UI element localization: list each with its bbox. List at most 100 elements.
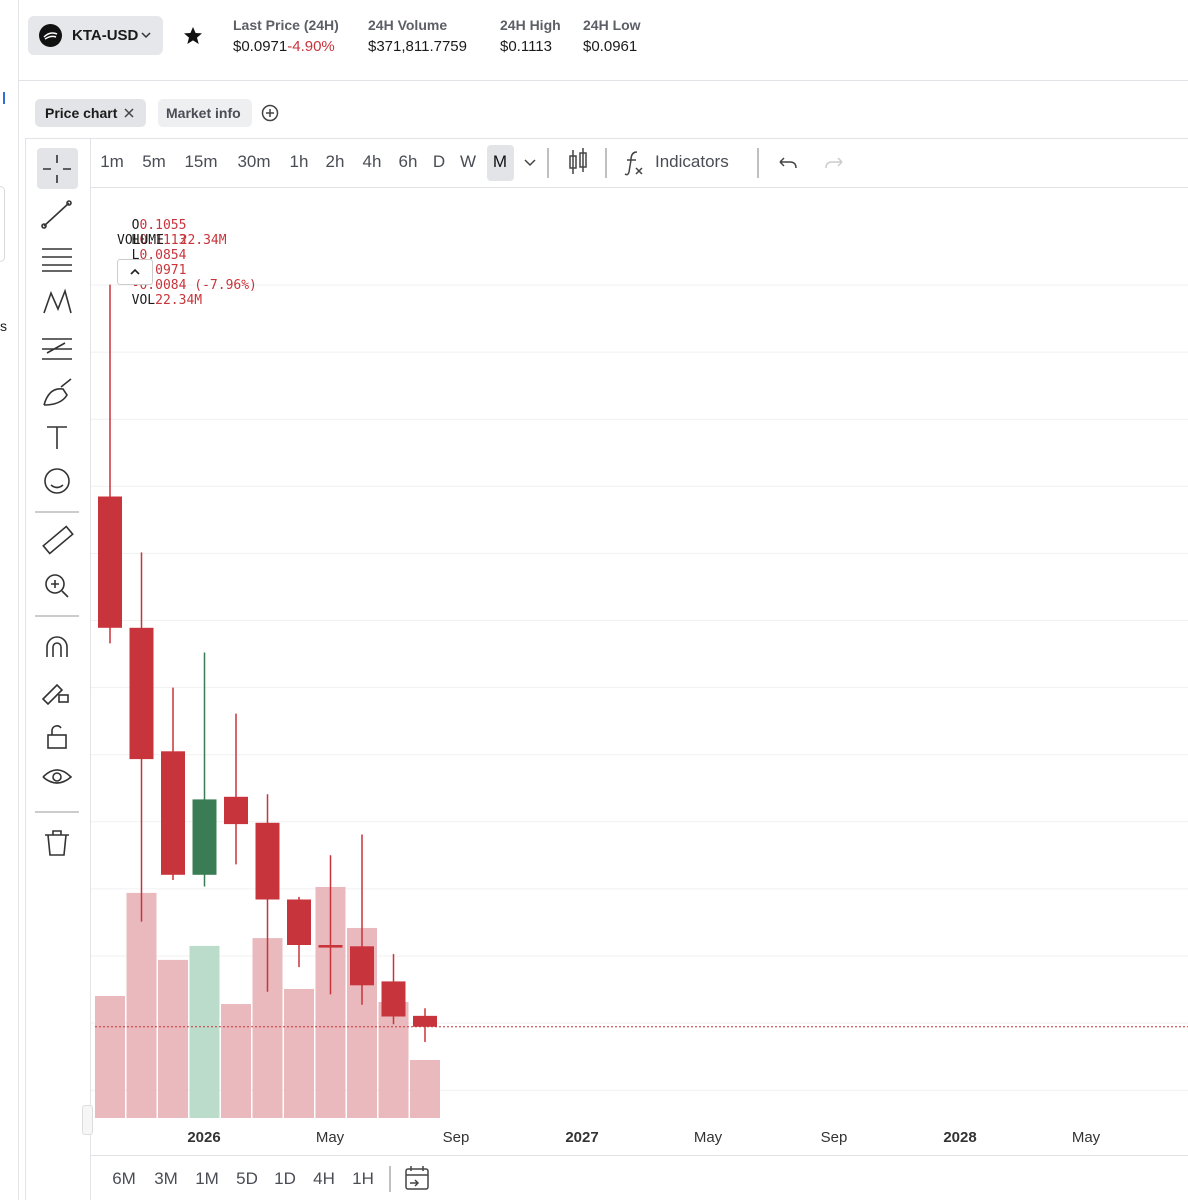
undo[interactable] [779,157,797,169]
lock-draw-tool[interactable] [41,683,64,706]
toolbar-border [90,139,91,1200]
x-tick-label: 2026 [187,1129,220,1146]
zoom-tool[interactable] [45,574,65,594]
candle-body [287,899,311,945]
stat-value-text: $0.0961 [583,38,638,55]
range[interactable]: 6M [112,1169,136,1188]
volume-legend: VOLUME 22.34M [117,233,227,248]
indicators-button[interactable]: Indicators [655,152,729,171]
range[interactable]: 1H [352,1169,374,1188]
pair-selector[interactable]: KTA-USD [28,16,163,55]
pair-name: KTA-USD [72,27,139,44]
line-tool[interactable] [43,202,70,227]
indicators-icon[interactable] [624,151,643,176]
stat-value-text: $371,811.7759 [368,38,467,55]
interval[interactable]: 1h [289,152,309,171]
interval[interactable]: 4h [362,152,382,171]
emoji-smile [50,484,64,489]
stat-label: 24H Low [583,17,641,33]
candle-body [224,796,248,825]
tab[interactable]: Market info [158,99,252,127]
toolbar-separator [35,511,79,813]
volume-label: VOLUME [117,233,164,248]
legend-key: VOL [131,293,156,308]
volume-bar [284,988,314,1118]
interval[interactable]: W [459,152,477,171]
x-tick-label: May [316,1129,345,1146]
stat-value: $371,811.7759 [368,38,467,55]
volume-bar [221,1004,251,1118]
candle-body [129,627,154,760]
add-tab[interactable] [261,104,279,122]
pair-logo [39,24,62,47]
volume-bar [95,995,125,1118]
zoom-tool-detail [51,580,69,598]
favorite-star[interactable] [183,26,203,46]
logo-mark [43,32,58,40]
candle-body [318,945,343,948]
crosshair-tool[interactable] [43,155,71,183]
magnet-tool[interactable] [46,636,68,657]
range[interactable]: 1D [274,1169,296,1188]
stat-change: -4.90% [287,38,335,55]
delete-tool[interactable] [45,830,69,856]
calendar-detail [406,1166,428,1187]
stat-label: 24H Volume [368,17,448,33]
divider [18,80,1188,81]
stat-value: $0.0971-4.90% [233,38,335,55]
interval[interactable]: M [492,152,508,171]
emoji-tool[interactable] [44,468,70,494]
chevron [141,32,151,39]
forecast-tool[interactable] [42,338,72,360]
divider [90,1155,1188,1156]
close-icon[interactable] [124,108,134,118]
text-tool[interactable] [47,426,67,449]
range[interactable]: 3M [154,1169,178,1188]
interval[interactable]: 6h [398,152,418,171]
legend-value: 22.34M [155,293,203,308]
legend-key: O [131,218,140,233]
candle-body [161,751,185,875]
hide-tool[interactable] [42,769,73,784]
tab[interactable]: Price chart [35,99,146,127]
candle-body [192,799,217,875]
candle-body [98,496,122,628]
pattern-tool[interactable] [43,288,72,314]
collapse-icon [130,268,140,275]
ruler-tool[interactable] [42,525,74,555]
candle-body [413,1015,437,1027]
stat-value: $0.1113 [500,38,552,55]
stat-value-text: $0.0971 [233,38,288,55]
interval[interactable]: 30m [237,152,271,171]
sidebar-text: s [0,318,7,334]
legend-value: 0.1113 [139,233,187,248]
x-tick-label: 2028 [943,1129,976,1146]
brush-tool[interactable] [43,378,72,406]
interval[interactable]: 1m [100,152,124,171]
candle-body [381,981,406,1017]
tab-label: Price chart [45,105,118,121]
range[interactable]: 1M [195,1169,219,1188]
interval[interactable]: D [432,152,446,171]
lock-tool[interactable] [47,734,67,749]
stat-value: $0.0961 [583,38,637,55]
lock-draw-padlock [58,694,69,703]
redo[interactable] [825,157,843,169]
scroll-handle[interactable] [82,1105,93,1135]
line-tool-dot [41,223,47,229]
interval[interactable]: 5m [142,152,166,171]
collapse-legend[interactable] [117,259,153,285]
legend-value: 0.1055 [139,218,187,233]
range[interactable]: 4H [313,1169,335,1188]
interval[interactable]: 2h [325,152,345,171]
toolbar-border [25,139,26,1200]
range[interactable]: 5D [236,1169,258,1188]
divider [25,138,1188,139]
calendar-icon[interactable] [405,1168,429,1190]
interval[interactable]: 15m [184,152,218,171]
legend-key: H [131,233,140,248]
fib-tool[interactable] [42,248,72,272]
interval-menu[interactable] [524,159,536,167]
divider [90,187,1188,188]
